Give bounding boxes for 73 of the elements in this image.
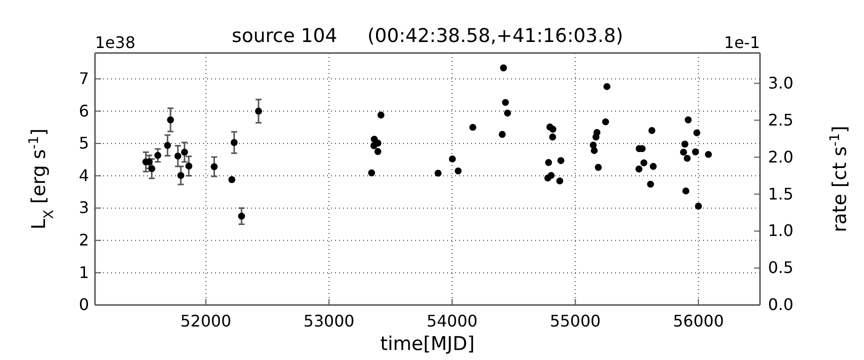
x-tick-label: 54000 [426,311,478,330]
point [549,134,556,140]
point [650,162,657,170]
point [255,108,262,115]
x-tick-label: 53000 [304,311,354,330]
point [185,162,192,170]
point [434,170,442,177]
point [174,152,182,160]
y-tick-label: 2 [78,230,89,250]
point [498,130,506,138]
point [682,187,690,194]
x-axis-title: time[MJD] [380,333,475,355]
y2-tick-label: 2.0 [768,147,794,166]
point [592,134,600,140]
point [230,139,238,146]
x-tick-label: 56000 [672,311,724,330]
point [680,148,688,156]
point [694,202,702,210]
point [454,167,462,174]
point [181,148,188,156]
point [693,129,700,136]
point [502,98,509,106]
point [545,159,552,166]
x-tick-label: 55000 [550,311,601,330]
x-tick-label: 52000 [180,311,232,330]
point [635,166,642,172]
point [210,163,218,170]
point [238,212,246,220]
point [167,116,174,124]
point [549,126,556,133]
y2-tick-label: 2.5 [768,110,794,130]
point [154,152,162,159]
point [557,157,564,164]
y2-tick-label: 1.0 [768,221,794,240]
point [164,142,172,149]
point [647,180,654,188]
y2-tick-label: 1.5 [768,184,794,204]
y2-tick-label: 3.0 [768,73,794,92]
point [448,156,456,162]
point [374,140,382,147]
point [681,140,688,148]
y-tick-label: 0 [78,295,89,314]
y-tick-label: 3 [78,198,89,218]
point [684,116,692,124]
point [368,169,376,176]
point [469,124,476,131]
point [556,177,564,184]
y-tick-label: 4 [78,166,89,185]
y-tick-label: 6 [78,101,89,120]
point [594,164,602,171]
text: 1e-1 [724,33,760,52]
point [684,154,691,162]
point [177,172,184,179]
point [374,148,382,156]
point [692,148,699,156]
point [603,83,610,90]
y-tick-label: 5 [78,134,89,153]
y-tick-label: 1 [78,262,89,282]
y2-tick-label: 0.0 [768,295,794,314]
point [504,110,512,117]
point [377,112,384,118]
point [704,150,712,158]
point [648,127,656,134]
y2-tick-label: 0.5 [768,258,794,278]
point [500,64,507,72]
y-tick-label: 7 [78,68,89,88]
point [590,147,598,154]
point [640,159,648,166]
text: 1e38 [95,33,136,52]
chart-title: source 104 (00:42:38.58,+41:16:03.8) [232,25,624,47]
point [548,172,555,179]
point [228,176,236,184]
point [602,118,610,126]
